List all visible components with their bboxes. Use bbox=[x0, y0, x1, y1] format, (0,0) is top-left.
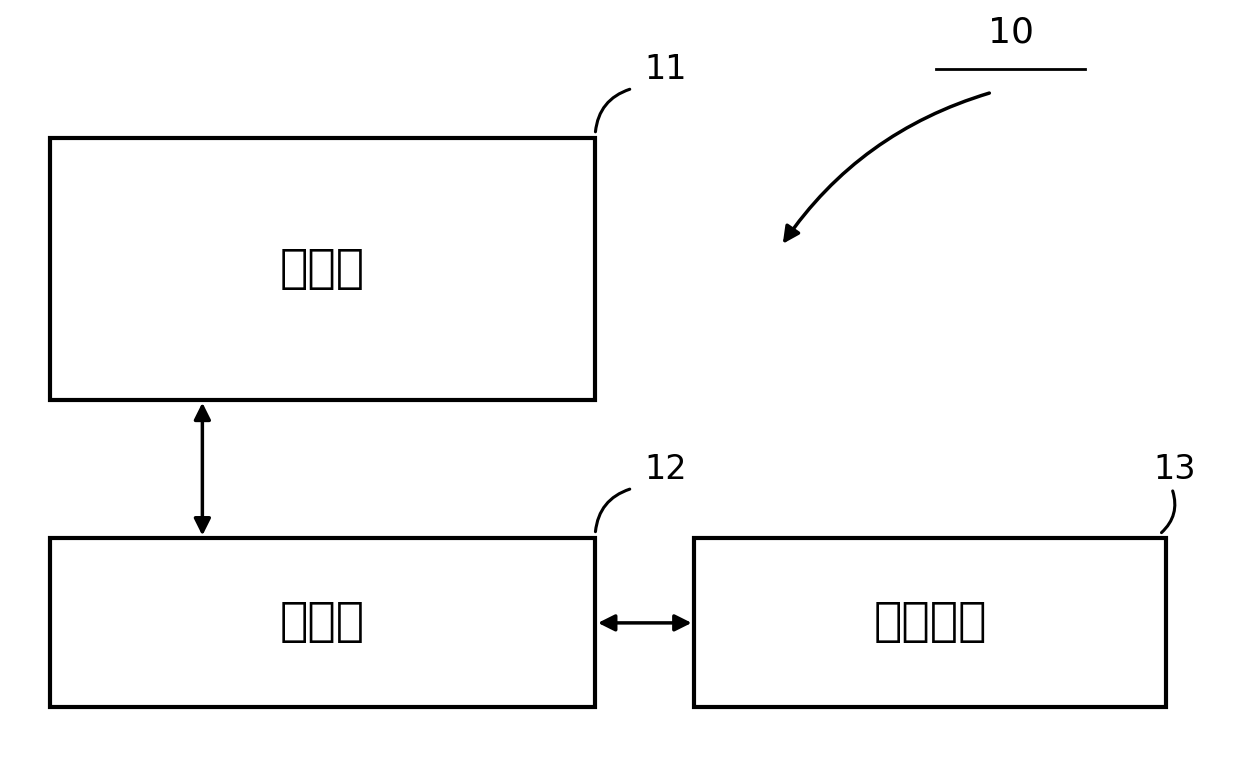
Bar bbox=[50, 538, 595, 707]
Bar bbox=[50, 138, 595, 400]
Text: 12: 12 bbox=[645, 453, 687, 485]
Text: 网络模块: 网络模块 bbox=[873, 601, 987, 645]
Text: 存储器: 存储器 bbox=[280, 247, 365, 291]
Text: 13: 13 bbox=[1153, 453, 1195, 485]
Bar bbox=[694, 538, 1166, 707]
Text: 处理器: 处理器 bbox=[280, 601, 365, 645]
Text: 10: 10 bbox=[987, 16, 1034, 50]
Text: 11: 11 bbox=[645, 53, 687, 85]
